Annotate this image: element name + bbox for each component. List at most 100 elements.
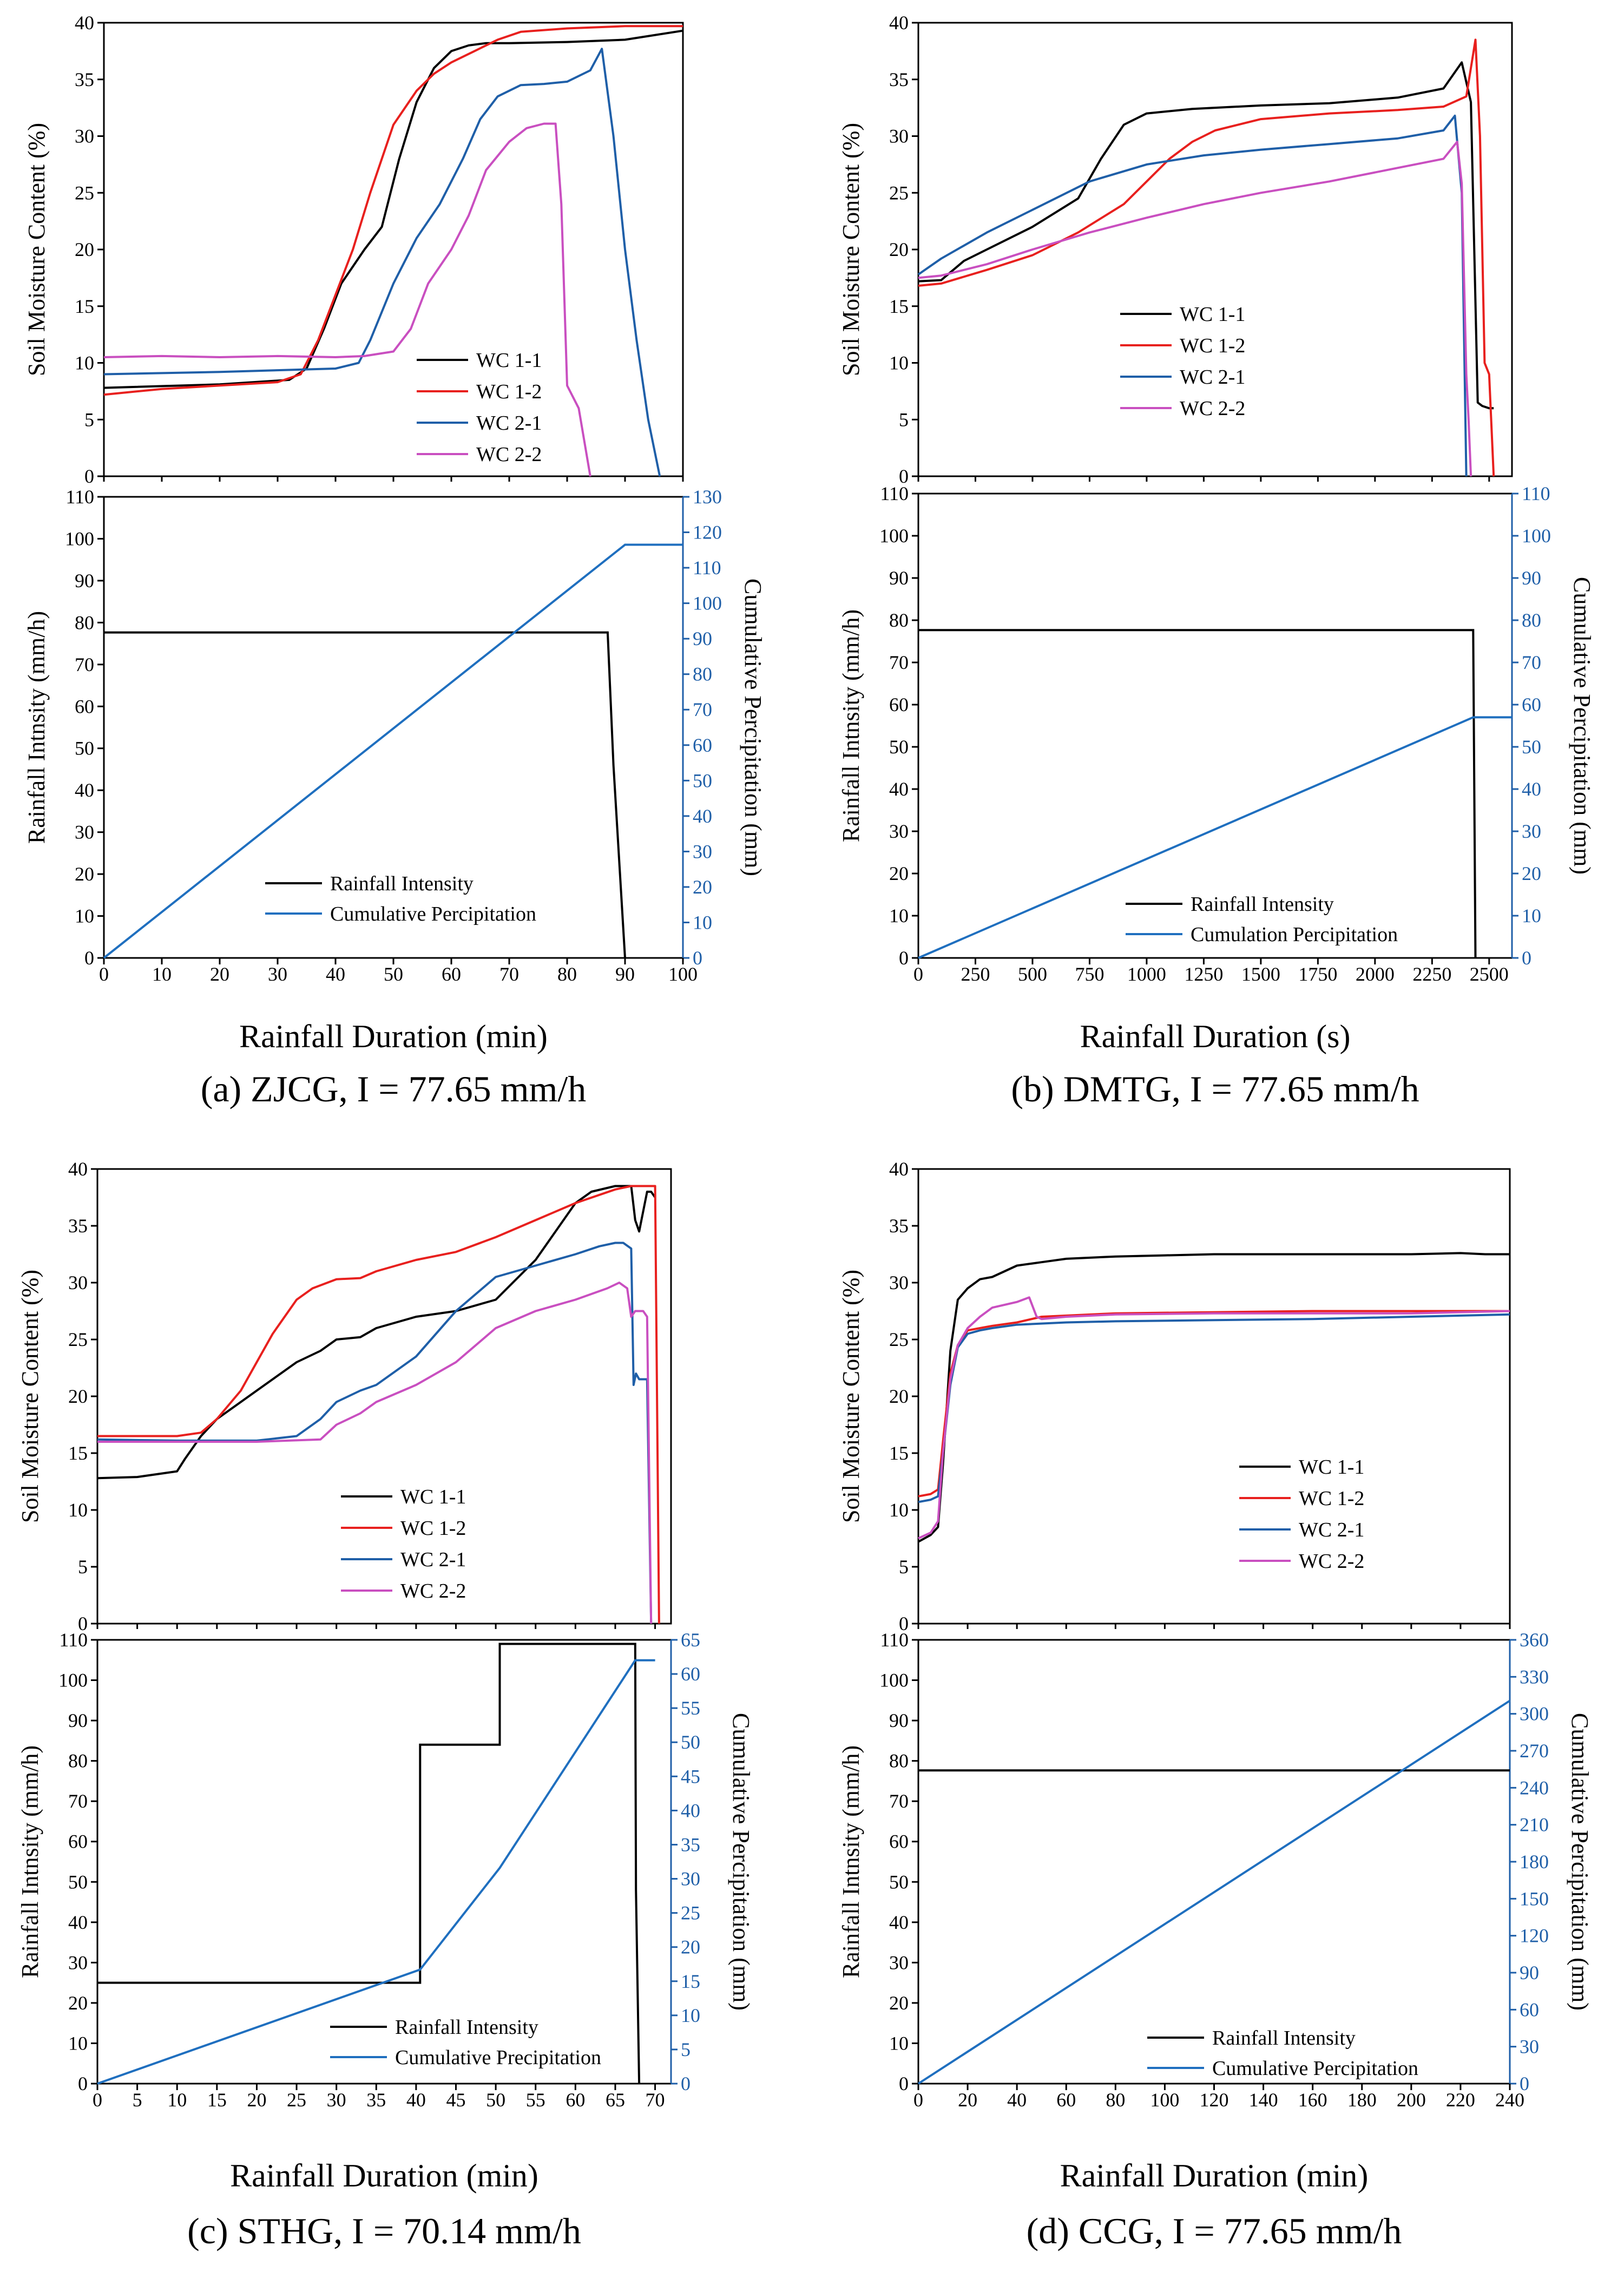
legend-label: WC 1-2	[1180, 334, 1245, 357]
y-tick-label: 80	[889, 609, 909, 631]
right-tick-label: 60	[1520, 1999, 1539, 2020]
y-tick-label: 30	[889, 1952, 909, 1973]
right-tick-label: 10	[1522, 905, 1541, 927]
legend-label: Rainfall Intensity	[395, 2016, 538, 2039]
y-tick-label: 20	[75, 239, 94, 260]
x-tick-label: 160	[1298, 2089, 1327, 2111]
series-line-wc-2-2	[103, 122, 591, 477]
y-tick-label: 60	[889, 1831, 909, 1853]
x-tick-label: 100	[668, 963, 698, 985]
right-tick-label: 30	[693, 840, 712, 862]
moisture-plot: 0 5 10 15 20 25 30 35 40 Soil Moisture Content (%…	[17, 1158, 672, 1634]
legend-label: WC 2-2	[476, 443, 542, 466]
y-tick-label: 0	[78, 1613, 88, 1634]
right-tick-label: 50	[1522, 736, 1541, 758]
rainfall-plot: 0 10 20 30 40 50 60 70 80 90 100 110 0 30 60 90 120 150 18…	[838, 1629, 1593, 2111]
x-tick-label: 20	[958, 2089, 977, 2111]
right-tick-label: 65	[681, 1629, 700, 1651]
x-tick-label: 30	[327, 2089, 346, 2111]
moisture-plot-frame	[917, 1168, 1511, 1625]
legend-label: WC 1-1	[400, 1486, 466, 1508]
x-tick-label: 140	[1249, 2089, 1278, 2111]
right-tick-label: 15	[681, 1971, 700, 1992]
moisture-y-axis-label: Soil Moisture Content (%)	[838, 1270, 864, 1523]
y-tick-label: 30	[75, 126, 94, 147]
y-tick-label: 35	[889, 69, 909, 90]
y-tick-label: 60	[75, 695, 94, 717]
right-tick-label: 40	[1522, 778, 1541, 800]
x-tick-label: 0	[93, 2089, 102, 2111]
right-tick-label: 60	[693, 734, 712, 756]
series-line-wc-1-1	[918, 1252, 1510, 1543]
y-tick-label: 15	[75, 295, 94, 317]
x-tick-label: 50	[486, 2089, 505, 2111]
moisture-plot-frame	[103, 22, 684, 477]
x-tick-label: 1000	[1127, 963, 1166, 985]
y-tick-label: 0	[84, 947, 94, 969]
y-tick-label: 50	[889, 1871, 909, 1893]
series-line-wc-2-1	[97, 1242, 653, 1624]
y-tick-label: 60	[889, 694, 909, 715]
right-tick-label: 90	[1520, 1962, 1539, 1984]
y-tick-label: 90	[68, 1710, 88, 1731]
y-tick-label: 50	[889, 736, 909, 758]
x-tick-label: 0	[913, 963, 923, 985]
y-tick-label: 10	[889, 352, 909, 374]
y-tick-label: 40	[889, 1158, 909, 1180]
series-line-wc-2-1	[918, 1313, 1510, 1503]
moisture-legend: WC 1-1 WC 1-2 WC 2-1 WC 2-2	[341, 1486, 466, 1602]
cumulative-y-axis-label: Cumulative Percipitation (mm)	[1569, 577, 1595, 875]
y-tick-label: 20	[889, 1385, 909, 1407]
x-tick-label: 100	[1150, 2089, 1179, 2111]
cumulative-y-axis-label: Cumulative Percipitation (mm)	[1567, 1713, 1593, 2011]
legend-label: WC 2-2	[400, 1580, 466, 1602]
right-tick-label: 10	[693, 911, 712, 933]
right-tick-label: 40	[681, 1799, 700, 1821]
y-tick-label: 80	[75, 612, 94, 633]
right-tick-label: 50	[681, 1731, 700, 1753]
x-tick-label: 25	[287, 2089, 306, 2111]
x-tick-label: 2250	[1412, 963, 1451, 985]
legend-label: Cumulative Percipitation	[330, 903, 536, 925]
y-tick-label: 40	[889, 1912, 909, 1933]
legend-label: WC 1-2	[1299, 1487, 1364, 1510]
y-tick-label: 35	[68, 1215, 88, 1237]
y-tick-label: 30	[889, 1272, 909, 1293]
y-tick-label: 15	[889, 295, 909, 317]
series-line-wc-2-2	[918, 141, 1472, 477]
y-tick-label: 10	[75, 352, 94, 374]
moisture-y-axis-label: Soil Moisture Content (%)	[17, 1270, 43, 1523]
rainfall-legend: Rainfall Intensity Cumulative Percipitati…	[265, 872, 536, 925]
x-tick-label: 80	[557, 963, 577, 985]
right-tick-label: 70	[693, 699, 712, 720]
right-tick-label: 70	[1522, 652, 1541, 673]
legend-label: WC 1-2	[400, 1517, 466, 1540]
cumulative-precipitation-line	[103, 543, 683, 959]
y-tick-label: 30	[68, 1952, 88, 1973]
series-line-wc-1-2	[103, 25, 683, 396]
y-tick-label: 30	[889, 126, 909, 147]
right-tick-label: 120	[1520, 1925, 1549, 1947]
x-tick-label: 35	[366, 2089, 386, 2111]
right-tick-label: 50	[693, 770, 712, 791]
legend-label: WC 1-1	[1180, 303, 1245, 326]
right-tick-label: 20	[681, 1936, 700, 1958]
moisture-legend: WC 1-1 WC 1-2 WC 2-1 WC 2-2	[417, 349, 542, 466]
x-tick-label: 90	[615, 963, 635, 985]
right-tick-label: 80	[1522, 609, 1541, 631]
right-tick-label: 35	[681, 1834, 700, 1855]
x-tick-label: 60	[566, 2089, 585, 2111]
y-tick-label: 50	[68, 1871, 88, 1893]
x-tick-label: 30	[268, 963, 287, 985]
y-tick-label: 50	[75, 738, 94, 759]
right-tick-label: 45	[681, 1765, 700, 1787]
y-tick-label: 20	[68, 1992, 88, 2014]
y-tick-label: 40	[889, 12, 909, 34]
y-tick-label: 10	[889, 1499, 909, 1521]
rainfall-plot: 0102030405060708090100110051015202530354…	[17, 1629, 754, 2111]
legend-label: WC 2-2	[1180, 397, 1245, 420]
right-tick-label: 20	[1522, 863, 1541, 884]
right-tick-label: 120	[693, 522, 722, 543]
legend-label: WC 2-1	[1299, 1519, 1364, 1541]
